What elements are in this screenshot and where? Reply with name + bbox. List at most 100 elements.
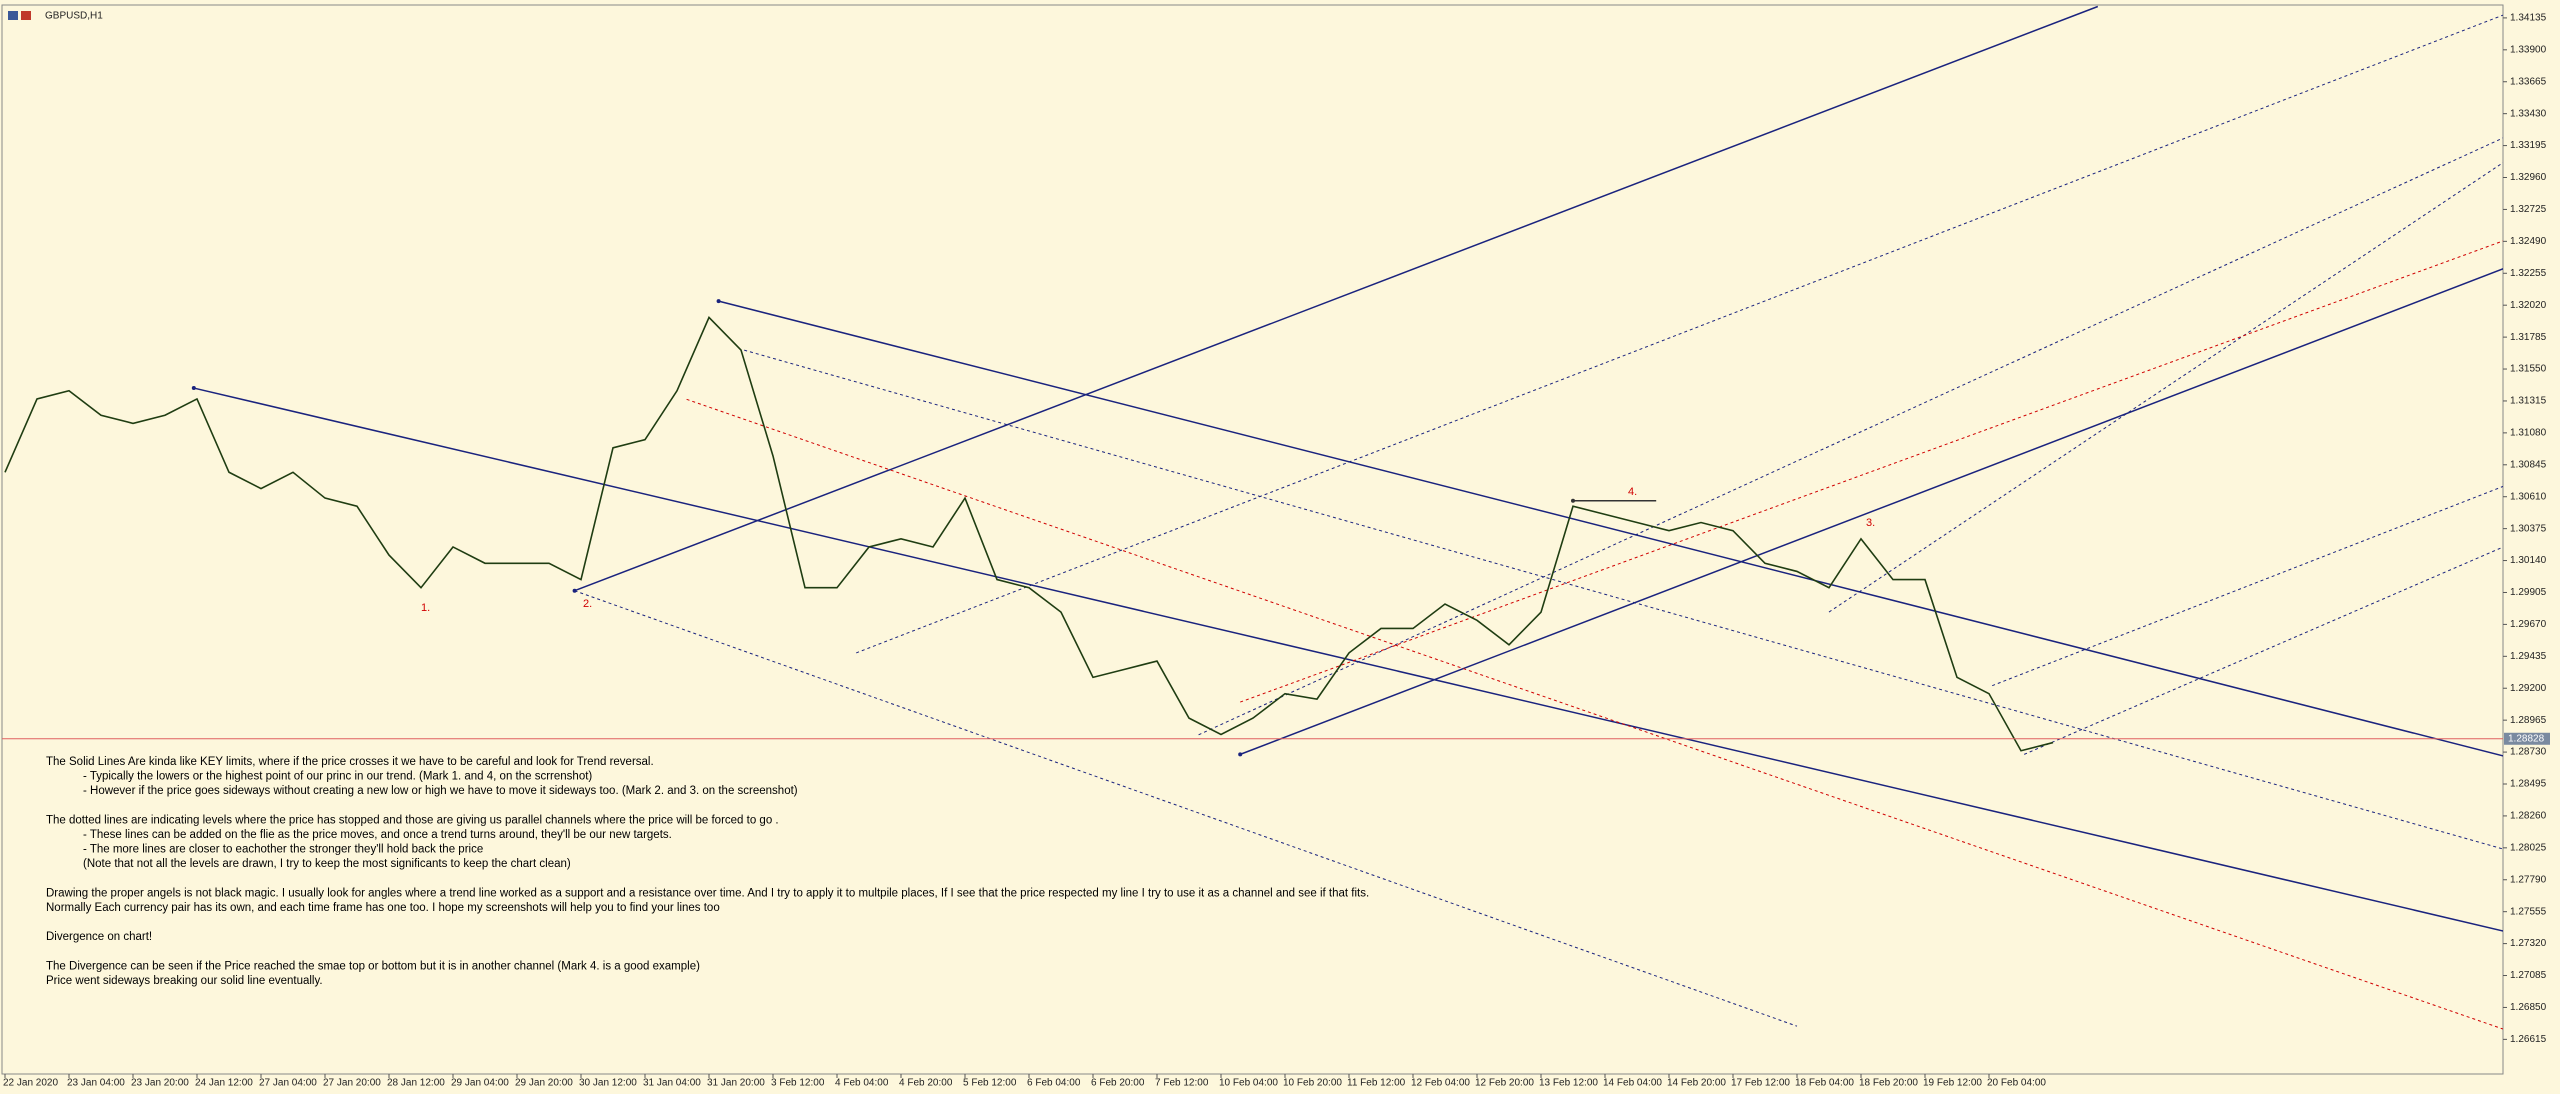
trendline [1992,485,2503,687]
window-icon [8,11,18,20]
x-tick-label: 3 Feb 12:00 [771,1078,825,1089]
window-icon [21,11,31,20]
annotation: 2. [583,598,592,610]
x-tick-label: 23 Jan 04:00 [67,1078,125,1089]
current-price-box [2504,732,2550,745]
x-tick-label: 31 Jan 04:00 [643,1078,701,1089]
y-tick-label: 1.32725 [2510,204,2547,215]
trendline-anchor [1571,498,1575,503]
y-tick-label: 1.33900 [2510,44,2547,55]
y-tick-label: 1.29905 [2510,587,2547,598]
note-subline: - These lines can be added on the flie a… [83,829,672,841]
note-line: The Solid Lines Are kinda like KEY limit… [46,756,654,768]
x-tick-label: 12 Feb 04:00 [1411,1078,1470,1089]
x-tick-label: 14 Feb 20:00 [1667,1078,1726,1089]
x-tick-label: 12 Feb 20:00 [1475,1078,1534,1089]
x-tick-label: 14 Feb 04:00 [1603,1078,1662,1089]
y-tick-label: 1.32020 [2510,300,2547,311]
x-tick-label: 10 Feb 04:00 [1219,1078,1278,1089]
y-tick-label: 1.28730 [2510,747,2547,758]
y-tick-label: 1.30140 [2510,555,2547,566]
price-line [4,316,2054,752]
note-subline: - The more lines are closer to eachother… [83,844,483,856]
note-line: The Divergence can be seen if the Price … [46,960,700,972]
y-tick-label: 1.27555 [2510,906,2547,917]
y-tick-label: 1.28965 [2510,715,2547,726]
x-tick-label: 24 Jan 12:00 [195,1078,253,1089]
trendline-anchor [191,386,196,391]
annotation: 4. [1628,486,1637,498]
y-tick-label: 1.30610 [2510,491,2547,502]
y-tick-label: 1.31550 [2510,364,2547,375]
y-tick-label: 1.28495 [2510,779,2547,790]
y-tick-label: 1.33430 [2510,108,2547,119]
x-tick-label: 4 Feb 20:00 [899,1078,953,1089]
x-tick-label: 6 Feb 20:00 [1091,1078,1145,1089]
x-tick-label: 30 Jan 12:00 [579,1078,637,1089]
y-tick-label: 1.30845 [2510,459,2547,470]
note-subline: - Typically the lowers or the highest po… [83,771,592,783]
annotation: 1. [421,602,430,614]
y-tick-label: 1.32960 [2510,172,2547,183]
x-tick-label: 10 Feb 20:00 [1283,1078,1342,1089]
symbol-label: GBPUSD,H1 [45,11,103,22]
x-tick-label: 4 Feb 04:00 [835,1078,889,1089]
trendline [193,387,2503,932]
x-tick-label: 7 Feb 12:00 [1155,1078,1209,1089]
y-tick-label: 1.31315 [2510,396,2547,407]
trendline [574,590,1798,1027]
x-tick-label: 11 Feb 12:00 [1347,1078,1406,1089]
y-tick-label: 1.29200 [2510,683,2547,694]
annotation: 3. [1866,517,1875,529]
note-line: Divergence on chart! [46,931,152,943]
x-tick-label: 28 Jan 12:00 [387,1078,445,1089]
y-tick-label: 1.28025 [2510,842,2547,853]
trendline [686,398,2503,1030]
x-tick-label: 18 Feb 04:00 [1795,1078,1854,1089]
y-tick-label: 1.27320 [2510,938,2547,949]
note-line: Price went sideways breaking our solid l… [46,975,323,987]
y-tick-label: 1.29435 [2510,651,2547,662]
x-tick-label: 19 Feb 12:00 [1923,1078,1982,1089]
x-tick-label: 23 Jan 20:00 [131,1078,189,1089]
y-tick-label: 1.27790 [2510,874,2547,885]
note-line: Normally Each currency pair has its own,… [46,902,720,914]
y-tick-label: 1.32255 [2510,268,2547,279]
x-tick-label: 29 Jan 04:00 [451,1078,509,1089]
x-tick-label: 27 Jan 04:00 [259,1078,317,1089]
trendline-anchor [716,299,721,304]
y-tick-label: 1.31080 [2510,428,2547,439]
y-tick-label: 1.27085 [2510,970,2547,981]
y-tick-label: 1.30375 [2510,523,2547,534]
plot-layer [4,5,2503,1030]
trendline [856,14,2503,654]
y-tick-label: 1.26850 [2510,1002,2547,1013]
x-tick-label: 6 Feb 04:00 [1027,1078,1081,1089]
y-tick-label: 1.31785 [2510,332,2547,343]
trendline [1240,240,2503,703]
trendline [574,5,2099,592]
trendline-anchor [1238,752,1243,757]
y-tick-label: 1.28260 [2510,811,2547,822]
note-subline: (Note that not all the levels are drawn,… [83,858,571,870]
current-price-label: 1.28828 [2508,733,2545,744]
trendline [1198,137,2503,736]
plot-area [1,4,2504,1075]
y-tick-label: 1.33665 [2510,76,2547,87]
x-tick-label: 18 Feb 20:00 [1859,1078,1918,1089]
x-tick-label: 13 Feb 12:00 [1539,1078,1598,1089]
x-tick-label: 17 Feb 12:00 [1731,1078,1790,1089]
note-line: The dotted lines are indicating levels w… [46,814,779,826]
note-line: Drawing the proper angels is not black m… [46,887,1369,899]
y-tick-label: 1.32490 [2510,236,2547,247]
x-tick-label: 20 Feb 04:00 [1987,1078,2046,1089]
x-tick-label: 29 Jan 20:00 [515,1078,573,1089]
y-tick-label: 1.29670 [2510,619,2547,630]
trendline [1239,268,2503,756]
x-tick-label: 5 Feb 12:00 [963,1078,1017,1089]
y-tick-label: 1.34135 [2510,13,2547,24]
x-tick-label: 31 Jan 20:00 [707,1078,765,1089]
trendline [744,349,2503,850]
